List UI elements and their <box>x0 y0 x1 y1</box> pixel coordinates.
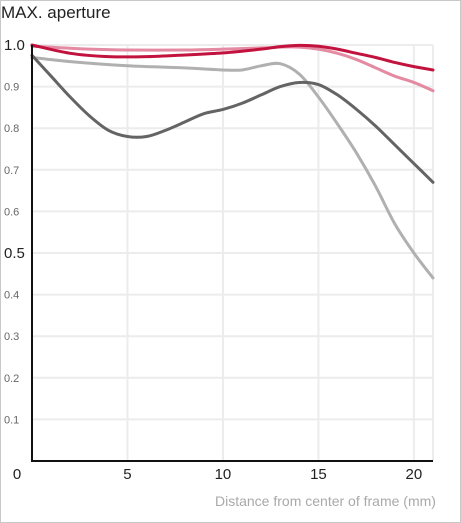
series-line-4 <box>30 43 435 72</box>
series-line-3 <box>30 53 435 184</box>
x-tick-label-5: 5 <box>123 466 131 483</box>
y-tick-label-1.0: 1.0 <box>4 37 25 54</box>
y-tick-label-0.9: 0.9 <box>4 82 19 94</box>
y-tick-label-0.4: 0.4 <box>4 290 19 302</box>
chart-series <box>30 43 435 280</box>
series-line-1 <box>30 55 435 280</box>
x-axis-label: Distance from center of frame (mm) <box>215 493 436 509</box>
y-tick-label-0.6: 0.6 <box>4 206 19 218</box>
chart-tick-labels: 0 5 10 15 20 1.0 0.9 0.8 0.7 0.6 0.5 0.4 0.3 0.2 0.1 <box>4 37 422 483</box>
y-tick-label-0.2: 0.2 <box>4 373 19 385</box>
y-tick-label-0.1: 0.1 <box>4 414 19 426</box>
y-tick-label-0.8: 0.8 <box>4 123 19 135</box>
x-tick-label-20: 20 <box>406 466 423 483</box>
y-tick-label-0.7: 0.7 <box>4 165 19 177</box>
x-tick-label-10: 10 <box>215 466 232 483</box>
chart-labels: MAX. aperture Distance from center of fr… <box>1 3 436 509</box>
y-tick-label-0.5: 0.5 <box>4 245 25 262</box>
y-tick-label-0.3: 0.3 <box>4 331 19 343</box>
x-tick-label-15: 15 <box>310 466 327 483</box>
chart-title: MAX. aperture <box>1 3 111 22</box>
series-line-2 <box>30 44 435 93</box>
chart-axes <box>31 45 433 462</box>
chart-grid <box>32 44 434 461</box>
x-tick-label-0: 0 <box>13 466 21 483</box>
